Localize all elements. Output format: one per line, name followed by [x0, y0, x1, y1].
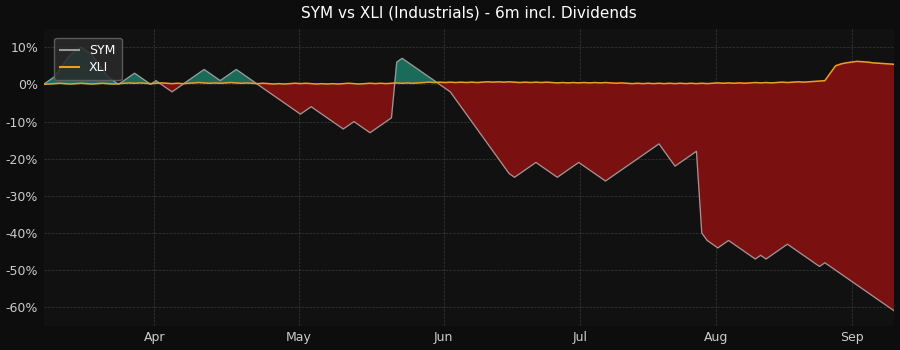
- Title: SYM vs XLI (Industrials) - 6m incl. Dividends: SYM vs XLI (Industrials) - 6m incl. Divi…: [302, 6, 637, 21]
- Legend: SYM, XLI: SYM, XLI: [54, 38, 122, 80]
